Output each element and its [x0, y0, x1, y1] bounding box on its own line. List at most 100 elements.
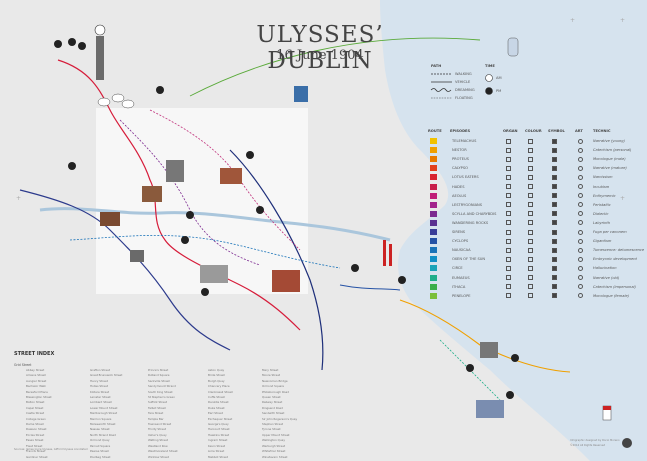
street-index-entry: Denzille Street	[208, 400, 229, 405]
symbol-icon	[552, 284, 557, 290]
path-blue-dream	[69, 235, 341, 269]
art-icon	[578, 229, 583, 235]
street-index-entry: Tyrone Street	[262, 427, 281, 432]
street-index-entry: Castle Street	[26, 411, 45, 416]
art-icon	[578, 211, 583, 217]
episode-name: SIRENS	[452, 230, 466, 234]
street-index-entry: Dawson Street	[26, 427, 47, 432]
street-index-entry: Eccles Street	[26, 432, 45, 437]
art-icon	[578, 193, 583, 199]
street-index-entry: Temple Bar	[148, 416, 164, 421]
street-index-entry: Ormond Quay	[90, 438, 110, 443]
art-icon	[578, 174, 583, 180]
street-index-entry: Ingram Street	[208, 438, 228, 443]
art-icon	[578, 293, 583, 299]
street-index-entry: Marlborough Street	[90, 411, 118, 416]
street-index-entry: South King Street	[148, 389, 173, 394]
colour-icon	[528, 275, 533, 280]
street-index-entry: Duke Street	[208, 405, 225, 410]
street-index-column: Mary Street Moore Street Newcomen Bridge Or…	[262, 368, 297, 460]
street-index-entry: Ringsend Road	[262, 405, 283, 410]
city-centre-block	[96, 108, 308, 294]
street-index-entry: Henry Street	[90, 378, 108, 383]
street-index-entry: Westland Row	[148, 443, 168, 448]
lighthouse	[602, 405, 612, 421]
organ-icon	[506, 193, 511, 199]
art-icon	[578, 265, 583, 271]
art-icon	[578, 202, 583, 208]
route-color-swatch	[430, 165, 437, 172]
street-index-entry: Bride Street	[208, 373, 225, 378]
organ-icon	[506, 275, 511, 280]
organ-icon	[506, 220, 511, 226]
path-legend-floating: FLOATING	[455, 96, 473, 100]
publisher-logo-icon	[622, 438, 632, 448]
street-index-entry: College Green	[26, 416, 46, 421]
street-index-entry: St Stephen's Green	[148, 395, 175, 400]
art-icon	[578, 238, 583, 244]
symbol-icon	[552, 211, 557, 217]
route-color-swatch	[430, 183, 437, 190]
route-color-swatch	[430, 219, 437, 226]
street-index-entry: Ormond Square	[262, 384, 285, 389]
organ-icon	[506, 284, 511, 290]
street-index-entry: Prince's Street	[148, 368, 169, 372]
street-index-entry: Harcourt Street	[208, 427, 230, 432]
street-index-subheading: Grid Street	[14, 363, 32, 367]
episode-name: NESTOR	[452, 148, 467, 153]
credits-sources: Sources: James Joyce Ulysses, Gifford Ul…	[14, 448, 88, 451]
symbol-icon	[552, 256, 557, 262]
technic-label: Catechism (personal)	[593, 148, 632, 153]
route-color-swatch	[430, 265, 437, 272]
organ-icon	[506, 156, 511, 162]
colour-icon	[528, 265, 533, 271]
street-index-entry: Winetavern Street	[262, 454, 288, 459]
path-legend-dreaming: DREAMING	[455, 88, 475, 92]
street-index-entry: Grafton Street	[90, 368, 110, 372]
colour-icon	[528, 156, 533, 162]
street-index-column: Prince's Street Rutland Square Sackville S…	[148, 368, 178, 460]
street-index-entry: George's Quay	[208, 422, 229, 427]
street-index-entry: Chancery Place	[208, 384, 230, 389]
path-green	[189, 37, 481, 97]
street-index-entry: Railway Street	[262, 400, 283, 405]
colour-icon	[528, 256, 533, 262]
art-icon	[578, 147, 583, 153]
organ-icon	[506, 184, 511, 189]
header-colour: COLOUR	[525, 129, 542, 133]
technic-label: Dialectic	[593, 211, 609, 216]
poolbeg-chimneys	[383, 240, 392, 266]
technic-label: Labyrinth	[593, 220, 611, 225]
symbol-icon	[552, 202, 557, 208]
episode-name: PENELOPE	[452, 293, 471, 298]
symbol-icon	[552, 138, 557, 144]
header-organ: ORGAN	[503, 129, 518, 133]
street-index-entry: Exchequer Street	[208, 416, 233, 421]
street-index-entry: Suffolk Street	[148, 400, 167, 405]
route-color-swatch	[430, 138, 437, 144]
time-legend-am: AM	[496, 76, 502, 80]
technic-label: Gigantism	[593, 239, 612, 244]
route-color-swatch	[430, 174, 437, 181]
street-index-entry: Kildare Street	[90, 389, 110, 394]
episode-name: TELEMACHUS	[452, 139, 477, 143]
street-index-column: Abbey Street Amiens Street Aungier Street B…	[26, 368, 52, 460]
episode-name: WANDERING ROCKS	[452, 220, 489, 225]
poster-title: ULYSSES’ DUBLIN	[256, 22, 384, 74]
episode-name: SCYLLA AND CHARYBDIS	[452, 211, 497, 216]
street-index-entry: Capel Street	[26, 405, 44, 410]
organ-icon	[506, 247, 511, 253]
street-index-entry: Mary Street	[262, 368, 279, 372]
svg-text:+: +	[620, 195, 625, 202]
episode-name: PROTEUS	[452, 157, 469, 162]
episode-name: CYCLOPS	[452, 239, 469, 244]
art-icon	[578, 138, 583, 144]
street-index-entry: Earl Street	[208, 411, 223, 416]
street-index-entry: Upper Mount Street	[262, 432, 290, 437]
street-index-entry: Burgh Quay	[208, 378, 225, 383]
street-index-entry: Sandymount Strand	[148, 384, 176, 389]
episode-name: HADES	[452, 184, 465, 189]
technic-label: Narrative (old)	[593, 275, 620, 280]
